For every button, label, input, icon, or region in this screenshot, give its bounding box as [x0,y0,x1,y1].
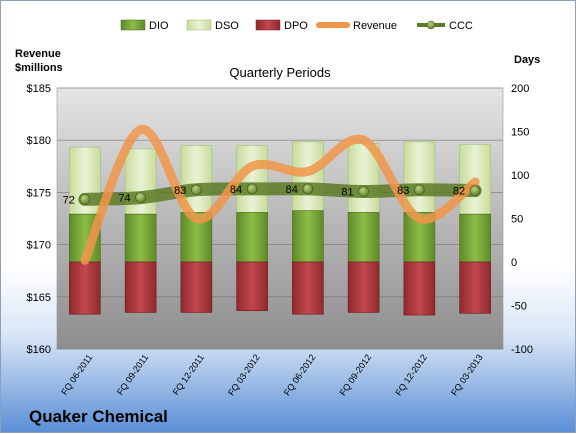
right-tick-label: 150 [511,127,529,139]
bars-group [69,141,491,316]
ccc-data-label: 84 [230,184,242,196]
right-tick-label: -50 [511,301,527,313]
company-name: Quaker Chemical [29,407,168,426]
bar-dpo [403,261,436,316]
legend-label-dso: DSO [215,20,239,32]
ccc-point [302,183,314,195]
ccc-data-label: 74 [118,193,130,205]
left-tick-label: $185 [27,83,51,95]
right-tick-label: 100 [511,170,529,182]
legend-swatch-dpo [255,19,281,31]
ccc-point [79,194,91,205]
bar-dio [236,212,268,263]
ccc-data-label: 72 [63,194,75,206]
ccc-point [135,192,146,203]
bar-dio [292,210,324,263]
legend: DIO DSO DPO Revenue CCC [120,19,473,32]
category-tick-label: FQ 06-2012 [282,352,318,397]
bar-dio [124,213,157,263]
bar-dpo [347,261,380,313]
legend-label-dpo: DPO [284,20,308,32]
category-tick-label: FQ 12-2012 [393,352,429,397]
ccc-data-label: 83 [174,185,186,197]
series-line-revenue [80,125,480,265]
legend-label-ccc: CCC [449,20,473,32]
ccc-point [246,183,258,195]
category-tick-label: FQ 09-2011 [115,352,150,397]
legend-label-dio: DIO [149,20,169,32]
bar-dpo [124,261,157,313]
ccc-data-label: 84 [286,184,298,196]
bar-dpo [292,261,324,315]
legend-swatch-ccc-marker [426,20,436,30]
category-tick-label: FQ 09-2012 [338,352,374,397]
bar-dpo [236,261,268,312]
bar-dpo [180,261,213,313]
chart-title: Quarterly Periods [229,65,331,80]
bar-dpo [459,261,491,314]
left-tick-label: $165 [27,292,51,304]
left-tick-label: $175 [27,187,51,199]
legend-label-revenue: Revenue [353,20,397,32]
ccc-point [191,184,202,196]
category-tick-label: FQ 12-2011 [171,352,206,397]
bar-dpo [69,261,101,315]
legend-swatch-dso [186,19,212,31]
ccc-point [469,185,481,196]
left-axis-title-line1: Revenue [15,48,61,60]
legend-swatch-dio [120,19,146,31]
bar-dio [459,213,491,263]
category-tick-label: FQ 03-2013 [449,352,485,397]
category-tick-label: FQ 03-2012 [226,352,262,397]
right-tick-label: 200 [511,83,529,95]
ccc-data-label: 83 [397,185,409,197]
right-tick-label: 50 [511,214,523,226]
left-tick-label: $180 [27,135,51,147]
lines-group: 72 74 83 84 84 81 83 82 [63,125,482,265]
ccc-data-label: 81 [341,187,353,199]
left-tick-label: $170 [27,240,51,252]
ccc-point [358,186,369,197]
ccc-point [414,184,425,196]
left-axis-title-line2: $millions [15,62,63,74]
bar-dio [347,212,380,263]
bar-dso [403,141,436,213]
category-tick-label: FQ 06-2011 [59,352,94,397]
right-tick-label: -100 [511,344,533,356]
right-tick-label: 0 [511,257,517,269]
ccc-data-label: 82 [453,186,465,198]
left-tick-label: $160 [27,344,51,356]
right-axis-title: Days [514,54,540,66]
